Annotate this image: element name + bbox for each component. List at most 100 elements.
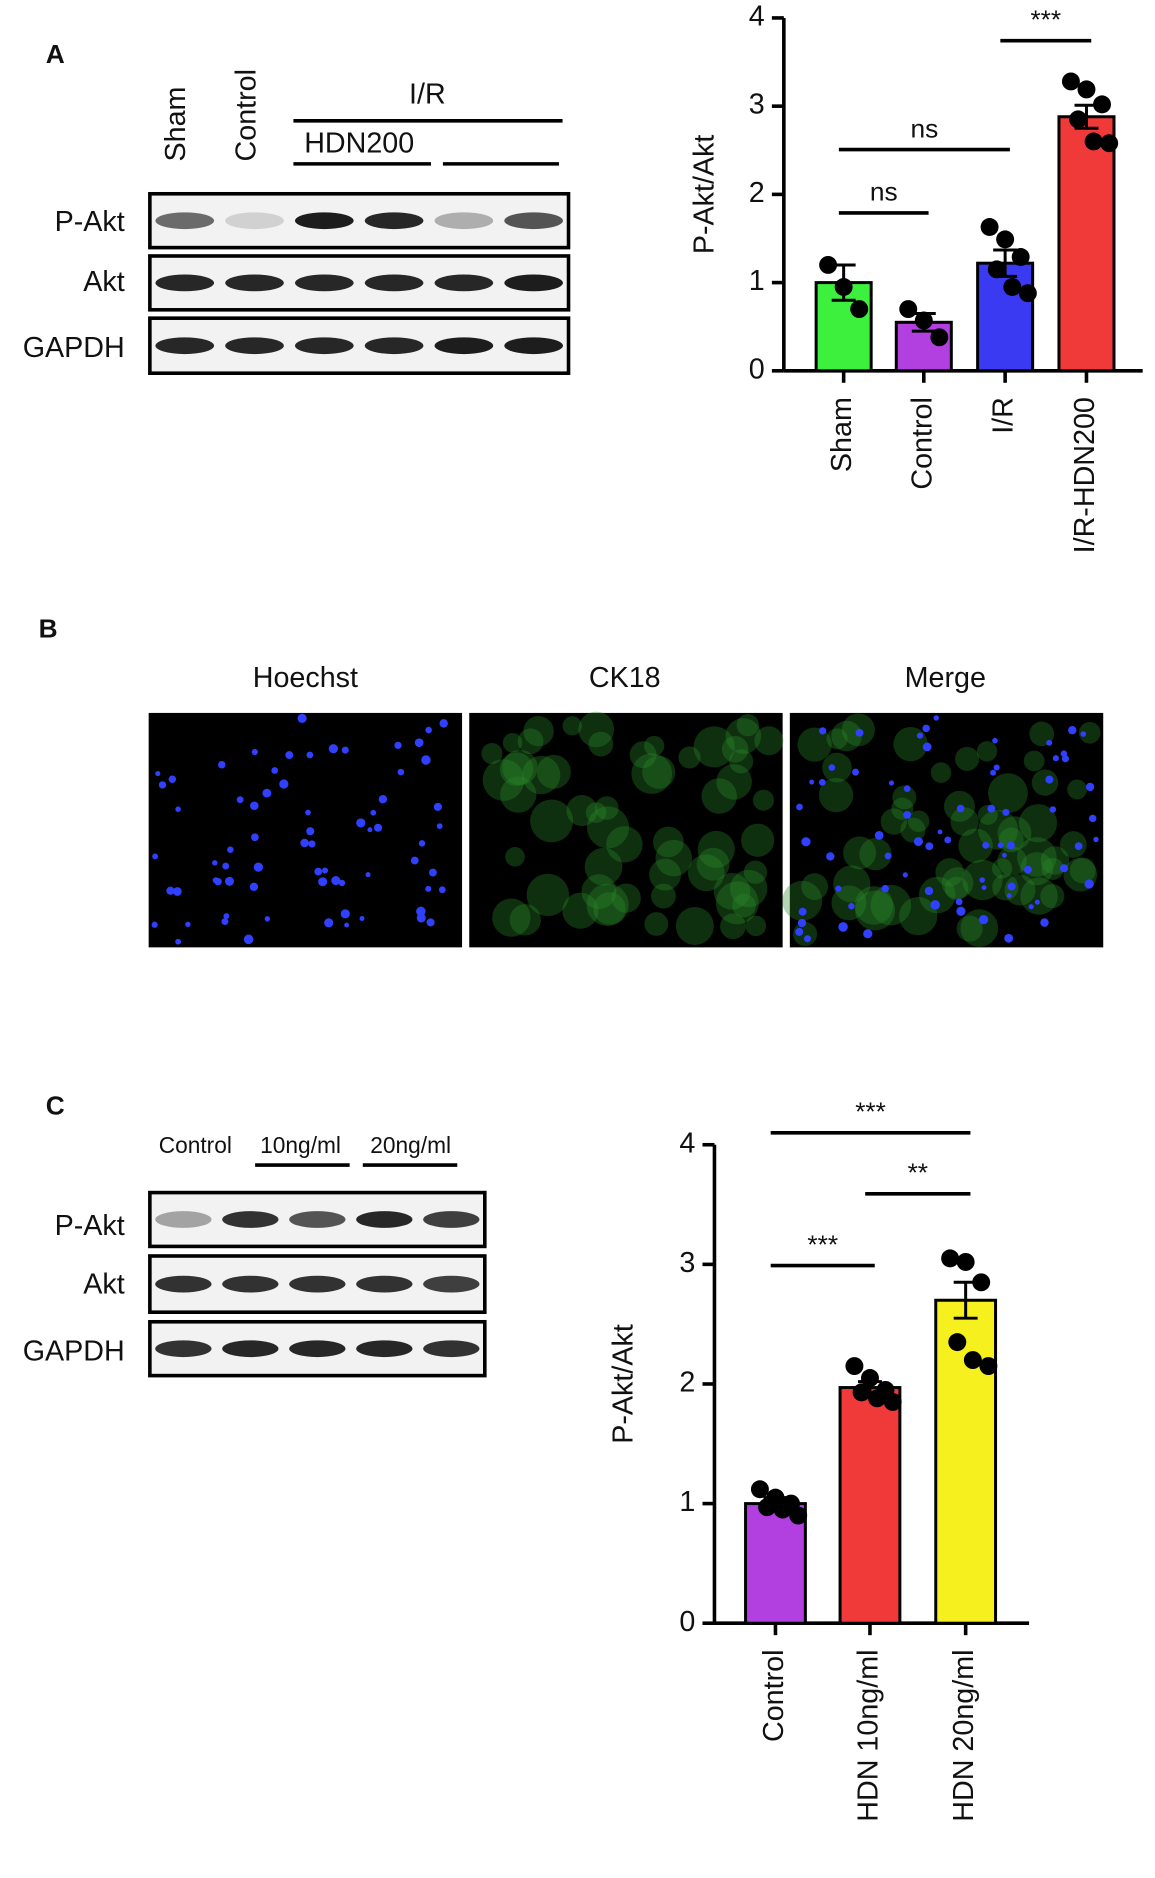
blot-band <box>155 337 215 355</box>
nucleus <box>338 879 346 887</box>
blot-frame <box>148 191 571 250</box>
nucleus <box>374 823 383 832</box>
cell <box>697 830 735 868</box>
nucleus <box>1006 893 1012 898</box>
nucleus <box>1068 725 1077 735</box>
nucleus <box>221 918 229 926</box>
nucleus <box>436 823 443 829</box>
y-tick-label: 0 <box>679 1606 695 1638</box>
nucleus <box>1002 808 1010 816</box>
nucleus <box>835 885 842 892</box>
nucleus <box>212 877 219 884</box>
blot-band <box>295 337 354 355</box>
cell <box>843 836 877 870</box>
nucleus <box>308 840 316 848</box>
cell <box>956 915 983 942</box>
nucleus <box>223 913 230 920</box>
x-tick-label: Sham <box>826 397 858 472</box>
nucleus <box>418 840 426 847</box>
y-axis-label: P-Akt/Akt <box>607 1324 639 1444</box>
cell <box>1020 852 1054 886</box>
blot-band <box>356 1275 413 1293</box>
nucleus <box>978 914 989 925</box>
blot-band <box>222 1211 279 1228</box>
column-label: Merge <box>905 662 986 694</box>
data-point <box>819 255 838 274</box>
nucleus <box>828 764 836 771</box>
significance-label: ns <box>911 113 939 143</box>
nucleus <box>1052 755 1059 762</box>
lane-label: Control <box>231 69 263 161</box>
nucleus <box>933 715 939 721</box>
cell <box>644 735 665 757</box>
nucleus <box>262 788 272 798</box>
nucleus <box>881 884 889 893</box>
y-tick-label: 4 <box>749 1 765 33</box>
row-label: Akt <box>83 266 124 298</box>
blot-band <box>289 1211 346 1228</box>
nucleus <box>903 785 911 792</box>
cell <box>562 716 582 736</box>
data-point <box>773 1500 792 1519</box>
nucleus <box>1080 731 1087 737</box>
nucleus <box>314 867 323 876</box>
blot-band <box>155 1340 212 1358</box>
blot-band <box>504 274 563 292</box>
cell <box>720 913 746 940</box>
nucleus <box>956 804 965 813</box>
nucleus <box>979 877 985 883</box>
nucleus <box>331 875 341 886</box>
nucleus <box>168 775 177 783</box>
blot-band <box>356 1211 413 1228</box>
cell <box>743 860 768 884</box>
nucleus <box>306 751 314 759</box>
y-tick-label: 4 <box>679 1127 695 1159</box>
data-point <box>789 1506 808 1525</box>
group-label: HDN200 <box>304 127 414 159</box>
cell <box>736 714 759 737</box>
nucleus <box>340 909 350 919</box>
nucleus <box>394 741 402 749</box>
cell <box>958 828 993 863</box>
x-tick-label: I/R <box>988 397 1020 434</box>
y-tick-label: 3 <box>749 89 765 121</box>
cell <box>930 762 952 783</box>
nucleus <box>1061 755 1069 763</box>
nucleus <box>1001 852 1007 858</box>
y-tick-label: 3 <box>679 1247 695 1279</box>
cell <box>687 854 725 892</box>
nucleus <box>852 768 859 776</box>
data-point <box>845 1357 864 1376</box>
data-point <box>1018 284 1037 303</box>
nucleus <box>378 795 388 804</box>
bar <box>838 1386 902 1625</box>
row-label: GAPDH <box>23 1335 125 1367</box>
cell <box>831 885 867 921</box>
nucleus <box>155 770 161 777</box>
nucleus <box>1093 836 1099 843</box>
data-point <box>850 300 869 319</box>
cell <box>509 904 541 936</box>
nucleus <box>992 737 998 744</box>
nucleus <box>227 846 234 853</box>
cell <box>797 727 832 762</box>
nucleus <box>410 856 419 865</box>
cell <box>732 893 756 918</box>
bar <box>976 261 1035 373</box>
cell <box>678 746 701 769</box>
bar <box>1057 115 1116 373</box>
cell <box>584 847 623 886</box>
cell <box>831 720 862 752</box>
cell <box>826 728 848 750</box>
data-point <box>750 1480 769 1499</box>
cell <box>530 799 574 843</box>
data-point <box>987 260 1006 279</box>
nucleus <box>425 726 432 734</box>
micrograph <box>789 712 1104 948</box>
nucleus <box>218 760 226 769</box>
row-label: GAPDH <box>23 332 125 364</box>
nucleus <box>884 852 892 860</box>
nucleus <box>981 885 987 891</box>
nucleus <box>414 738 424 748</box>
blot-band <box>222 1275 279 1293</box>
